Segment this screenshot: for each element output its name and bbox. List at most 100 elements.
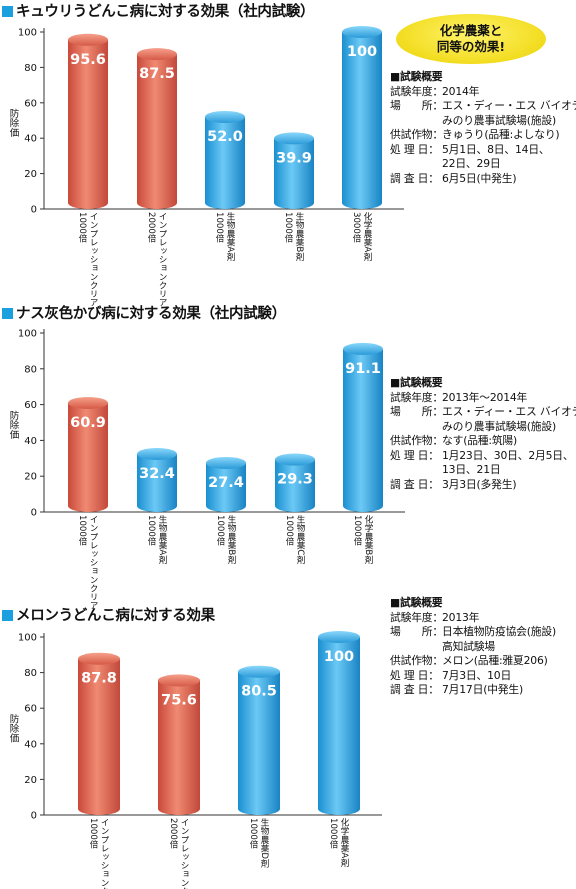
square-bullet-icon xyxy=(2,308,13,319)
category-dose-label: 1000倍 xyxy=(283,212,293,243)
bar: 95.6 xyxy=(68,33,108,210)
category-label: 生物農薬A剤 xyxy=(225,211,235,262)
overview-label: 調 査 日： xyxy=(390,477,439,491)
y-tick-label: 100 xyxy=(18,28,37,39)
y-tick-label: 100 xyxy=(18,633,37,644)
bar-value-label: 80.5 xyxy=(241,684,277,700)
section-title: ナス灰色かび病に対する効果（社内試験） xyxy=(2,302,286,323)
chart-1: 020406080100防除価95.6インプレッションクリア1000倍87.5イ… xyxy=(8,26,404,307)
overview-row: 調 査 日： 7月17日(中発生) xyxy=(390,683,556,698)
y-axis-label: 防除価 xyxy=(8,713,20,742)
y-tick-label: 20 xyxy=(24,169,37,180)
y-tick-label: 40 xyxy=(24,436,37,447)
category-dose-label: 1000倍 xyxy=(328,818,338,849)
section-title-text: メロンうどんこ病に対する効果 xyxy=(16,608,215,624)
bar-top xyxy=(137,48,177,61)
category-label: インプレッションクリア xyxy=(179,818,189,889)
bar: 52.0 xyxy=(205,110,245,209)
category-label: 生物農薬A剤 xyxy=(157,514,167,565)
bar-top xyxy=(343,342,383,355)
overview-label: 調 査 日： xyxy=(390,683,439,696)
y-tick-label: 80 xyxy=(24,668,37,679)
overview-heading: ■試験概要 xyxy=(390,376,443,389)
overview-row: 供試作物： なす(品種:筑陽) xyxy=(390,434,576,449)
section-eggplant: ナス灰色かび病に対する効果（社内試験） ■試験概要 試験年度： 2013年〜2014… xyxy=(0,302,576,602)
y-tick-label: 20 xyxy=(24,775,37,786)
bar-body xyxy=(137,54,177,209)
overview-value: 2014年 xyxy=(442,84,480,98)
bar-top xyxy=(205,110,245,123)
overview-row: 処 理 日： 1月23日、30日、2月5日、 xyxy=(390,449,576,464)
overview-row: 試験年度： 2014年 xyxy=(390,85,576,100)
category-label: 化学農薬B剤 xyxy=(363,514,373,565)
y-tick-label: 80 xyxy=(24,63,37,74)
bar: 75.6 xyxy=(158,674,200,815)
bar-top xyxy=(275,453,315,466)
category-label: 生物農薬D剤 xyxy=(259,817,269,869)
bar: 100 xyxy=(342,26,382,209)
category-dose-label: 1000倍 xyxy=(88,818,98,849)
overview-row: 試験年度： 2013年〜2014年 xyxy=(390,391,576,406)
category-label: 化学農薬A剤 xyxy=(362,211,372,262)
bar: 87.8 xyxy=(78,652,120,815)
bar-value-label: 60.9 xyxy=(70,415,106,431)
y-tick-label: 80 xyxy=(24,364,37,375)
overview-label: 試験年度： xyxy=(390,390,443,404)
bar-body xyxy=(342,32,382,209)
overview-row: 調 査 日： 6月5日(中発生) xyxy=(390,172,576,187)
category-label: 生物農薬C剤 xyxy=(295,514,305,565)
bar-body xyxy=(206,462,246,512)
bar-body xyxy=(158,680,200,815)
bar-body xyxy=(238,671,280,815)
category-dose-label: 3000倍 xyxy=(351,212,361,243)
overview-value: エス・ディー・エス バイオテック xyxy=(442,405,576,418)
overview-label: 供試作物： xyxy=(390,654,443,667)
bar-body xyxy=(318,637,360,815)
category-dose-label: 2000倍 xyxy=(146,212,156,243)
category-label: 生物農薬B剤 xyxy=(294,211,304,262)
chart-3: 020406080100防除価87.8インプレッションクリア1000倍75.6イ… xyxy=(8,631,382,889)
category-label: 生物農薬B剤 xyxy=(226,514,236,565)
bar-value-label: 91.1 xyxy=(345,361,381,377)
overview-label: 供試作物： xyxy=(390,128,443,141)
bar-top xyxy=(318,631,360,643)
bar: 27.4 xyxy=(206,456,246,512)
overview-row: 13日、21日 xyxy=(390,463,576,478)
overview-value: きゅうり(品種:よしなり) xyxy=(442,128,560,141)
y-tick-label: 0 xyxy=(31,508,37,519)
category-label: インプレッションクリア xyxy=(88,212,98,307)
square-bullet-icon xyxy=(2,610,13,621)
badge-line-2: 同等の効果! xyxy=(436,39,506,54)
overview-label: 試験年度： xyxy=(390,610,443,624)
overview-value: 2013年 xyxy=(442,610,480,624)
category-dose-label: 1000倍 xyxy=(77,212,87,243)
bar-body xyxy=(137,454,177,512)
bar-top xyxy=(78,652,120,665)
overview-row: 試験年度： 2013年 xyxy=(390,611,556,626)
overview-heading: ■試験概要 xyxy=(390,70,443,83)
section-cucumber: キュウリうどんこ病に対する効果（社内試験） 化学農薬と 同等の効果! ■試験概要… xyxy=(0,0,576,300)
overview-row: 供試作物： メロン(品種:雅夏206) xyxy=(390,654,556,669)
bar-value-label: 39.9 xyxy=(276,150,312,166)
bar: 100 xyxy=(318,631,360,815)
category-label: インプレッションクリア xyxy=(88,515,98,610)
overview-label: 供試作物： xyxy=(390,434,443,447)
bar: 80.5 xyxy=(238,665,280,815)
category-dose-label: 1000倍 xyxy=(77,515,87,546)
overview-value: 2013年〜2014年 xyxy=(442,390,528,404)
overview-value: 高知試験場 xyxy=(442,639,495,653)
bar: 60.9 xyxy=(68,396,108,512)
overview-row: 供試作物： きゅうり(品種:よしなり) xyxy=(390,128,576,143)
bar: 39.9 xyxy=(274,132,314,209)
bar-top xyxy=(274,132,314,145)
category-dose-label: 1000倍 xyxy=(215,515,225,546)
category-dose-label: 1000倍 xyxy=(146,515,156,546)
y-tick-label: 20 xyxy=(24,472,37,483)
overview-value: エス・ディー・エス バイオテック xyxy=(442,99,576,112)
bar-body xyxy=(205,116,245,209)
overview-label: 処 理 日： xyxy=(390,448,439,462)
overview-label: 試験年度： xyxy=(390,84,443,98)
